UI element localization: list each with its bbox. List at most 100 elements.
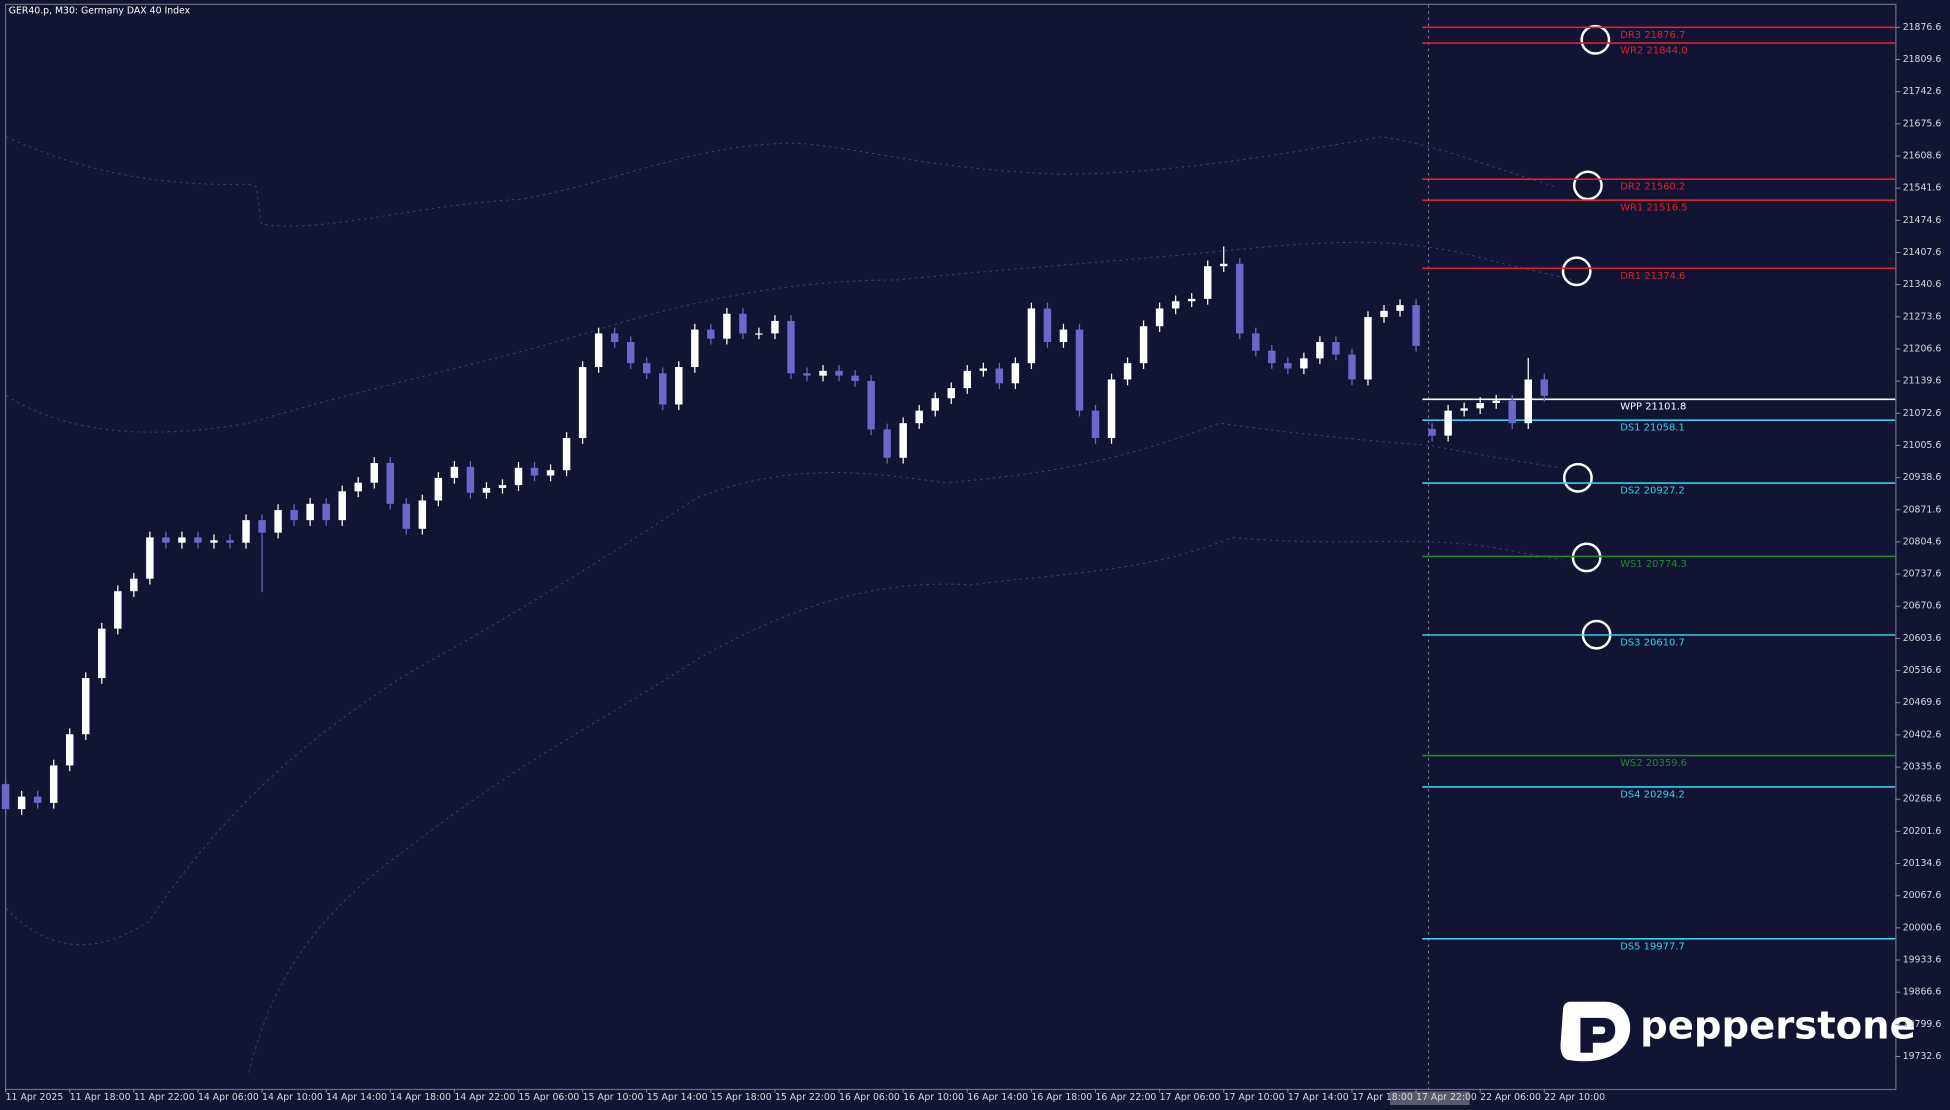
candle-body	[466, 466, 475, 493]
y-tick-label: 21407.6	[1903, 247, 1942, 258]
x-tick-label: 16 Apr 18:00	[1031, 1092, 1092, 1103]
annotation-circle	[1571, 542, 1602, 573]
candle-body	[1027, 308, 1036, 364]
y-tick-label: 20804.6	[1903, 536, 1942, 547]
pivot-label: DS3 20610.7	[1620, 637, 1685, 648]
candle-body	[851, 375, 859, 381]
logo-letter	[1580, 1017, 1616, 1053]
candle-body	[1203, 266, 1212, 299]
annotation-circle	[1580, 24, 1611, 55]
pivot-name: DR1	[1620, 271, 1641, 282]
annotation-circle	[1561, 256, 1592, 287]
y-tick-label: 20000.6	[1903, 922, 1942, 933]
candle-body	[386, 463, 395, 504]
pivot-value: 20610.7	[1644, 637, 1685, 648]
candle-body	[1075, 329, 1084, 411]
candle-body	[17, 796, 26, 810]
y-tick-label: 21072.6	[1903, 408, 1942, 419]
candle-body	[98, 628, 106, 679]
pivot-value: 21101.8	[1645, 402, 1686, 413]
pivot-label: WS2 20359.6	[1620, 758, 1687, 769]
candle-body	[1091, 410, 1100, 439]
x-tick-label: 15 Apr 06:00	[519, 1092, 580, 1103]
candle-body	[1219, 263, 1228, 267]
pivot-name: DR3	[1620, 30, 1641, 41]
y-tick-label: 21876.6	[1903, 22, 1942, 33]
candle-body	[274, 510, 282, 533]
logo-shape	[1560, 1001, 1631, 1062]
candle-body	[1380, 310, 1388, 318]
candle-body	[979, 368, 988, 371]
candle-body	[883, 429, 891, 458]
candle-body	[514, 467, 523, 486]
candle-body	[931, 398, 939, 411]
y-tick-label: 21206.6	[1903, 343, 1942, 354]
candle-body	[963, 370, 972, 389]
candle-body	[1252, 333, 1260, 351]
candle-body	[114, 591, 122, 629]
pivot-value: 20294.2	[1644, 789, 1685, 800]
pivot-value: 20774.3	[1646, 559, 1687, 570]
candle-body	[258, 520, 266, 533]
pivot-value: 21560.2	[1644, 182, 1685, 193]
candle-body	[739, 313, 747, 334]
candle-body	[130, 578, 138, 592]
candle-body	[723, 313, 731, 339]
candle-body	[1492, 400, 1500, 404]
y-tick-label: 21742.6	[1903, 86, 1942, 97]
candle-body	[915, 410, 923, 424]
pivot-value: 21876.7	[1644, 30, 1685, 41]
chart-title: GER40.p, M30: Germany DAX 40 Index	[9, 6, 191, 17]
candle-body	[1540, 379, 1549, 396]
candle-body	[594, 333, 603, 368]
x-tick-label: 14 Apr 06:00	[198, 1092, 259, 1103]
candle-body	[867, 380, 875, 430]
x-tick-label: 17 Apr 18:00	[1352, 1092, 1413, 1103]
y-tick-label: 20670.6	[1903, 601, 1942, 612]
candle-body	[33, 796, 42, 803]
candle-body	[1059, 329, 1068, 343]
candle-body	[354, 482, 362, 492]
pivot-label: WS1 20774.3	[1620, 559, 1687, 570]
x-tick-label: 15 Apr 10:00	[583, 1092, 644, 1103]
y-tick-label: 20938.6	[1903, 472, 1942, 483]
candle-body	[434, 477, 443, 501]
candle-body	[450, 466, 459, 478]
logo-text: pepperstone	[1640, 1003, 1916, 1048]
candle-body	[610, 333, 619, 343]
x-tick-label: 17 Apr 10:00	[1224, 1092, 1285, 1103]
candle-body	[835, 370, 843, 376]
pivot-label: DR3 21876.7	[1620, 30, 1685, 41]
x-tick-label: 11 Apr 2025	[6, 1092, 64, 1103]
pivot-name: WS1	[1620, 559, 1642, 570]
candle-body	[1364, 317, 1372, 380]
y-tick-label: 19866.6	[1903, 987, 1942, 998]
x-tick-label: 11 Apr 22:00	[134, 1092, 195, 1103]
candle-body	[178, 537, 186, 543]
candle-body	[530, 467, 539, 476]
candle-body	[82, 678, 90, 735]
pivot-name: DR2	[1620, 182, 1641, 193]
candle-body	[1236, 263, 1244, 334]
candle-body	[482, 487, 491, 493]
candle-body	[49, 765, 58, 803]
candle-body	[322, 503, 330, 521]
candle-body	[290, 510, 298, 521]
time-highlight	[1390, 1091, 1470, 1106]
plot-frame	[4, 3, 1897, 1091]
candle-body	[1332, 342, 1340, 355]
x-tick-label: 14 Apr 22:00	[454, 1092, 515, 1103]
annotation-circle	[1572, 170, 1603, 201]
candle-body	[1123, 363, 1132, 380]
candle-body	[338, 491, 346, 521]
candle-body	[1396, 305, 1404, 311]
y-tick-label: 20067.6	[1903, 890, 1942, 901]
candle-body	[1011, 363, 1020, 384]
candle-body	[707, 329, 715, 339]
x-tick-label: 15 Apr 14:00	[647, 1092, 708, 1103]
y-tick-label: 21675.6	[1903, 118, 1942, 129]
y-tick-label: 20268.6	[1903, 794, 1942, 805]
y-tick-label: 21273.6	[1903, 311, 1942, 322]
